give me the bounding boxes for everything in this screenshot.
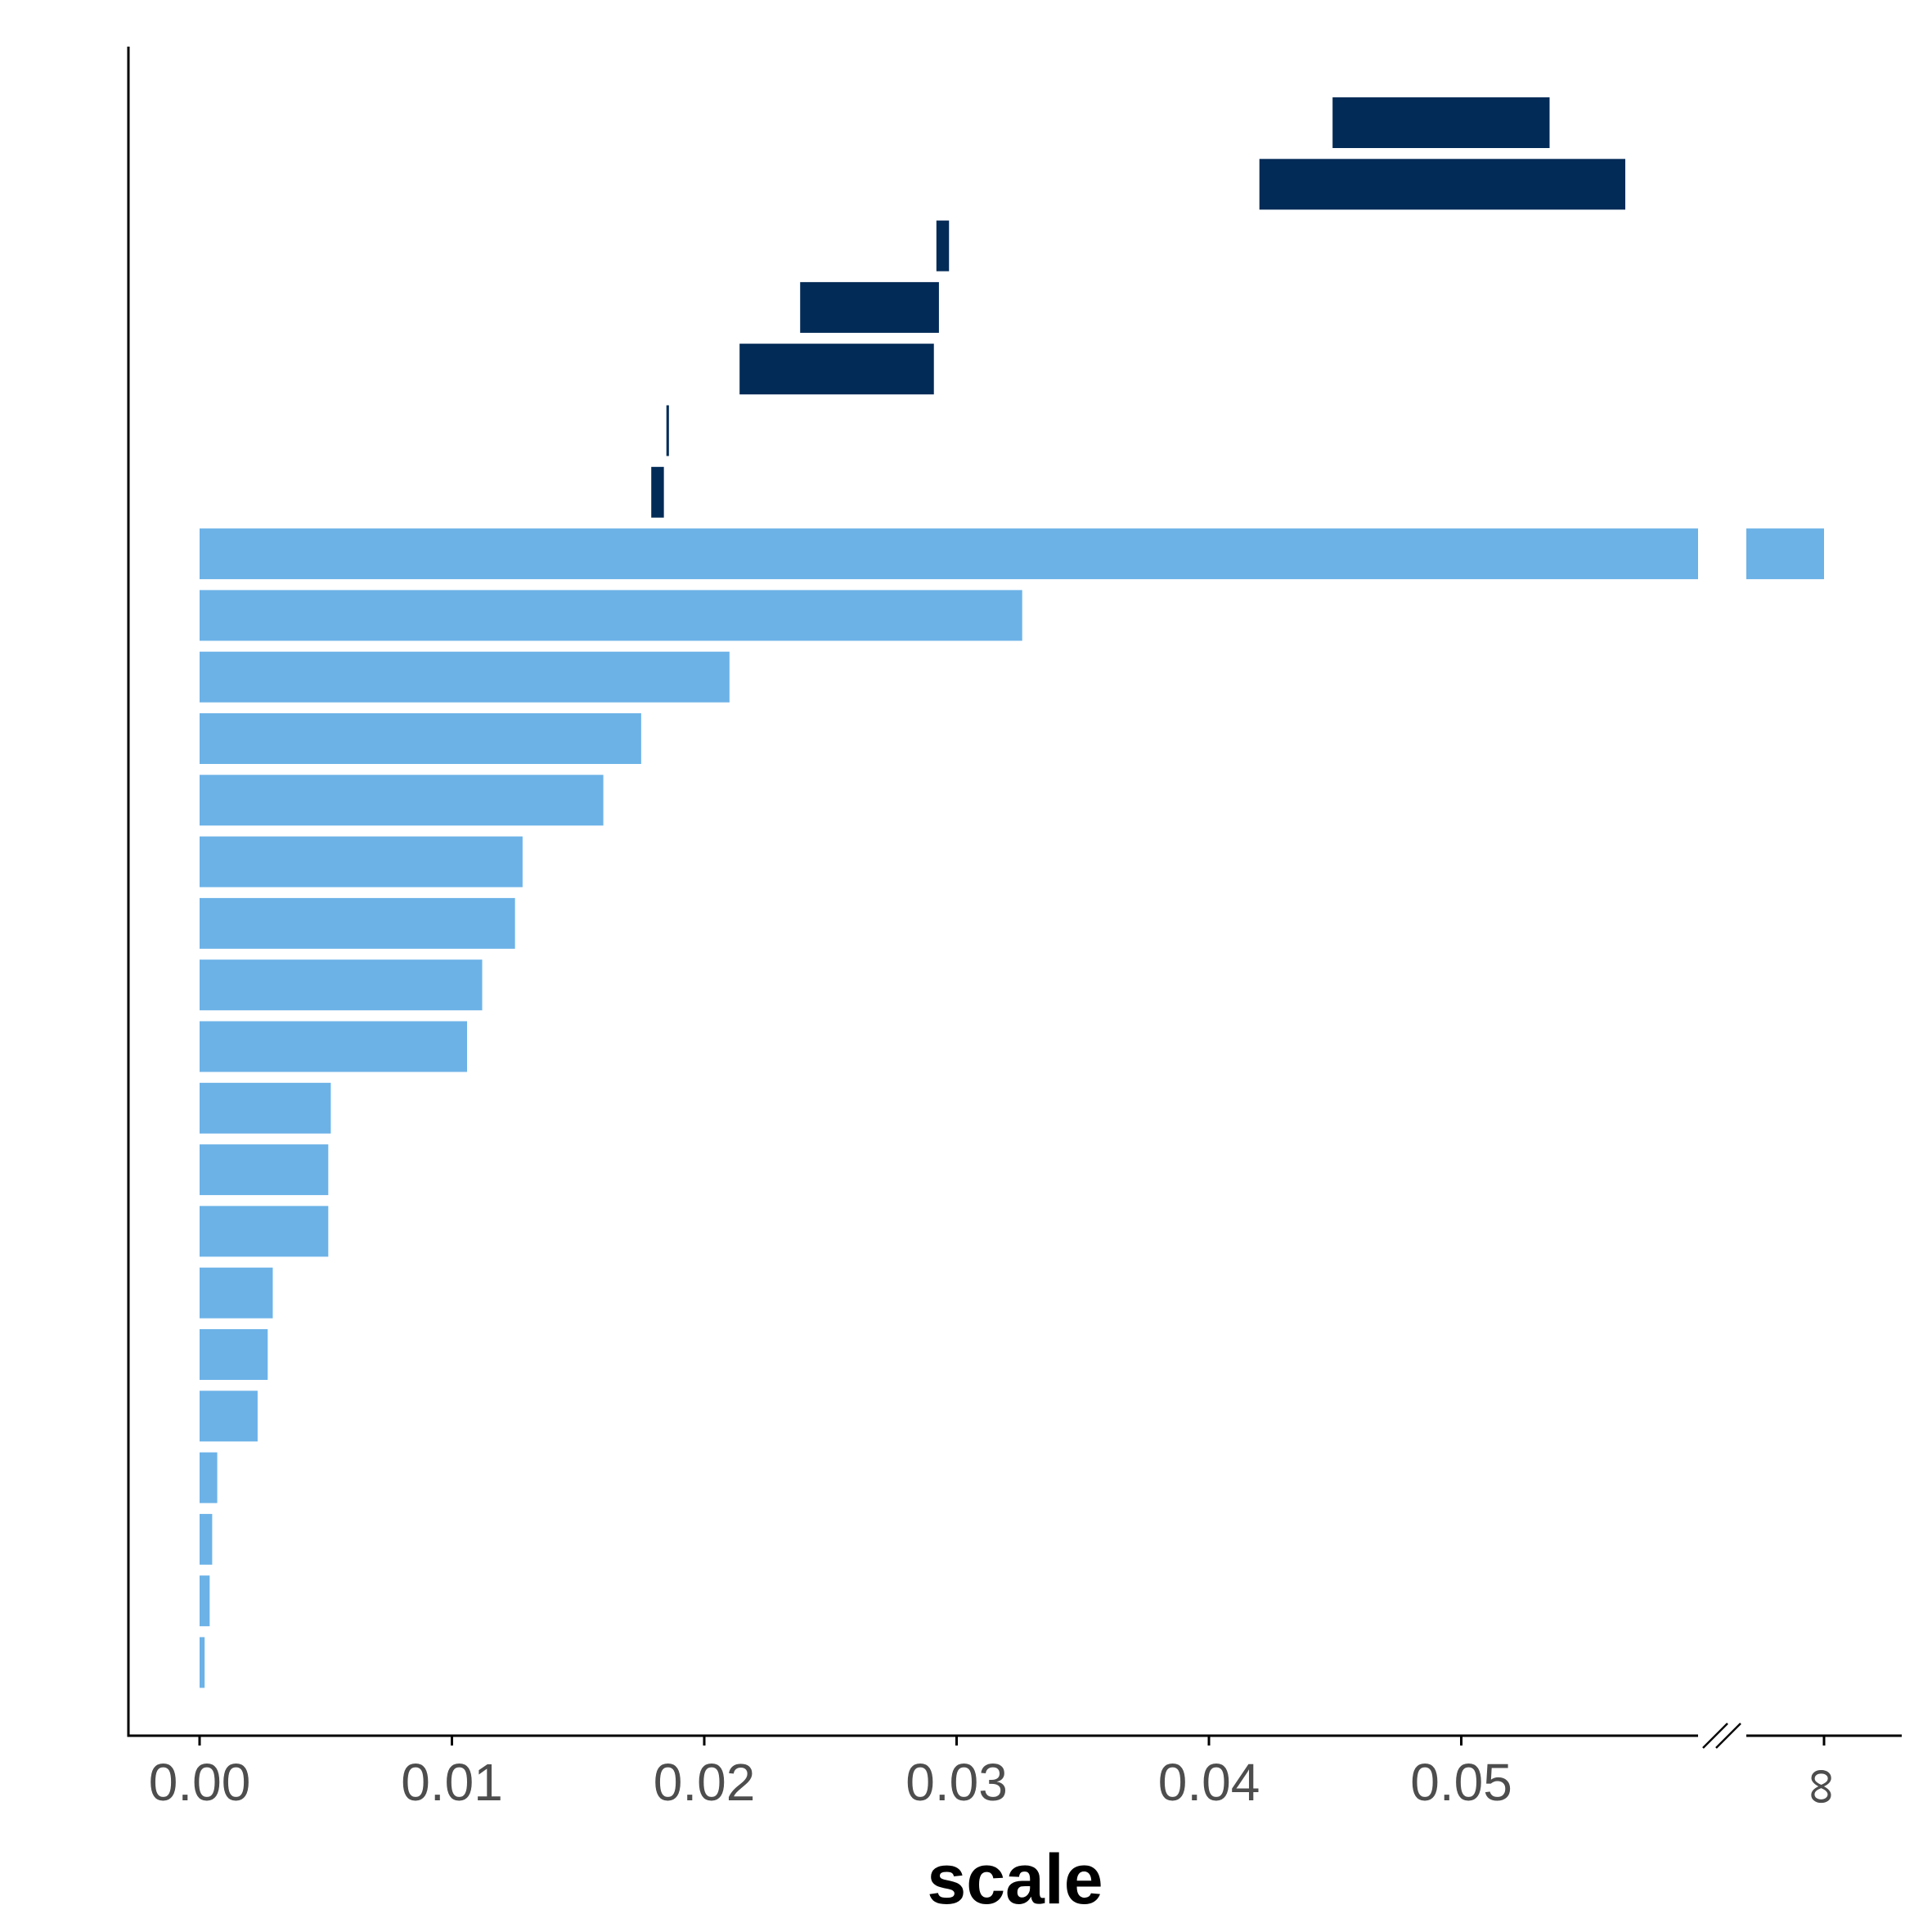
axes: 0.00 0.01 0.02 0.03 0.04 0.05 ∞ (127, 47, 1902, 1812)
value-bar (200, 1021, 468, 1072)
value-bar (200, 528, 1698, 580)
x-tick-label: 0.04 (1158, 1753, 1260, 1812)
plot-area (200, 97, 1824, 1688)
x-tick-label: 0.03 (905, 1753, 1008, 1812)
value-bar (200, 1452, 218, 1503)
value-bar (200, 1267, 273, 1319)
value-bar (200, 897, 515, 949)
x-tick-label: 0.05 (1410, 1753, 1512, 1812)
value-bar-infinite-segment (1746, 528, 1824, 580)
value-bar (200, 959, 483, 1011)
axis-break-mark (1702, 1723, 1728, 1749)
interval-bar (1332, 97, 1550, 148)
value-bar (200, 1513, 213, 1565)
interval-bar (651, 466, 664, 518)
interval-bar (1259, 159, 1626, 210)
value-bar (200, 1144, 329, 1196)
interval-bar (936, 220, 950, 272)
x-tick-label: 0.02 (654, 1753, 756, 1812)
interval-bar (666, 405, 669, 456)
value-bar (200, 1082, 331, 1134)
value-bar (200, 1637, 205, 1688)
x-tick-label: 0.00 (149, 1753, 251, 1812)
x-tick-label: 0.01 (401, 1753, 503, 1812)
value-bar (200, 713, 641, 764)
value-bar (200, 1575, 210, 1627)
value-bar (200, 775, 604, 826)
value-bar (200, 1391, 258, 1442)
value-bar (200, 651, 730, 703)
value-bar (200, 1329, 268, 1380)
value-bar (200, 590, 1022, 641)
x-axis-title: scale (927, 1840, 1103, 1919)
interval-bar (800, 281, 939, 333)
value-bar (200, 836, 523, 887)
x-tick-label: ∞ (1795, 1768, 1853, 1805)
axis-break-mark (1715, 1723, 1741, 1749)
interval-bar (739, 344, 934, 395)
value-bar (200, 1206, 329, 1257)
